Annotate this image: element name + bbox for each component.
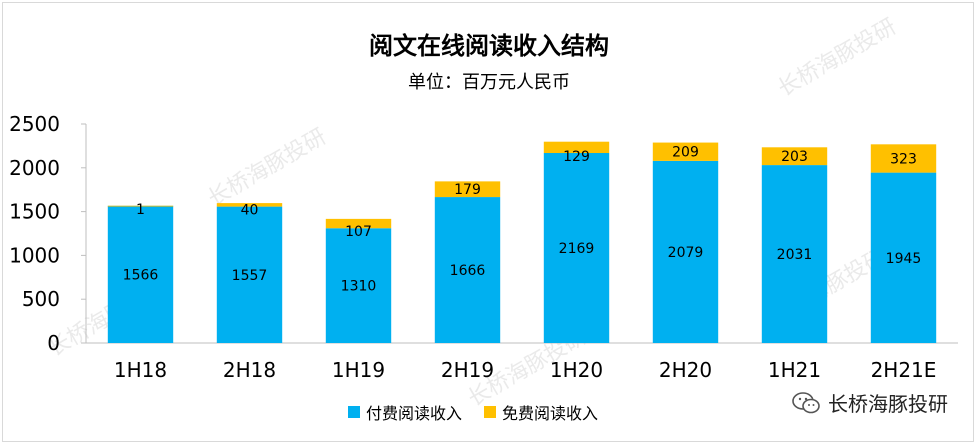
x-tick-label: 2H20 [659, 358, 712, 382]
logo-text: 长桥海豚投研 [828, 392, 948, 416]
y-tick-label: 2000 [9, 156, 60, 180]
data-label-paid: 2169 [559, 241, 595, 257]
legend-item-free: 免费阅读收入 [484, 400, 598, 424]
y-tick-label: 1000 [9, 243, 60, 267]
bar-paid-2h19 [434, 197, 501, 343]
bar-free-1h21 [761, 147, 828, 166]
y-tick-label: 2500 [9, 112, 60, 136]
data-label-free: 323 [890, 151, 917, 167]
data-label-paid: 2031 [777, 247, 813, 263]
data-label-paid: 1557 [232, 268, 268, 284]
data-label-free: 129 [563, 149, 590, 165]
bar-free-1h20 [543, 141, 610, 153]
legend-label-free: 免费阅读收入 [502, 404, 599, 423]
bar-paid-2h20 [652, 160, 719, 343]
data-label-free: 107 [345, 224, 372, 240]
bar-free-1h19 [325, 218, 392, 229]
legend-item-paid: 付费阅读收入 [348, 400, 462, 424]
bar-paid-2h18 [216, 206, 283, 343]
wechat-icon [792, 391, 820, 413]
x-tick-label: 1H19 [332, 358, 385, 382]
legend-swatch-paid [348, 406, 360, 418]
data-label-paid: 1666 [450, 263, 486, 279]
x-tick-label: 2H18 [223, 358, 276, 382]
data-label-free: 40 [241, 203, 259, 219]
data-label-free: 179 [454, 182, 481, 198]
legend-label-paid: 付费阅读收入 [366, 404, 463, 423]
chart-legend: 付费阅读收入 免费阅读收入 [348, 400, 598, 424]
x-tick-label: 2H21E [871, 358, 937, 382]
bar-paid-2h21e [870, 172, 937, 343]
y-tick-label: 1500 [9, 200, 60, 224]
bar-paid-1h21 [761, 165, 828, 343]
data-label-free: 209 [672, 145, 699, 161]
data-label-free: 1 [136, 202, 145, 218]
x-tick-label: 1H18 [114, 358, 167, 382]
data-label-paid: 2079 [668, 245, 704, 261]
chart-title: 阅文在线阅读收入结构 [369, 32, 609, 60]
bar-paid-1h20 [543, 152, 610, 343]
x-tick-label: 1H21 [768, 358, 821, 382]
data-label-free: 203 [781, 149, 808, 165]
legend-swatch-free [484, 406, 497, 418]
bar-paid-1h19 [325, 228, 392, 343]
x-tick-label: 1H20 [550, 358, 603, 382]
brand-logo: 长桥海豚投研 [792, 388, 948, 417]
y-tick-label: 500 [22, 287, 60, 311]
chart-subtitle: 单位：百万元人民币 [408, 72, 570, 93]
y-tick-label: 0 [47, 331, 60, 355]
data-label-paid: 1310 [341, 279, 377, 295]
bar-free-2h21e [870, 144, 937, 173]
x-tick-label: 2H19 [441, 358, 494, 382]
bar-free-2h20 [652, 142, 719, 161]
bar-free-1h18 [107, 205, 174, 207]
bar-free-2h18 [216, 203, 283, 207]
data-label-paid: 1945 [886, 251, 922, 267]
bar-paid-1h18 [107, 205, 174, 343]
bar-free-2h19 [434, 181, 501, 198]
data-label-paid: 1566 [123, 267, 159, 283]
